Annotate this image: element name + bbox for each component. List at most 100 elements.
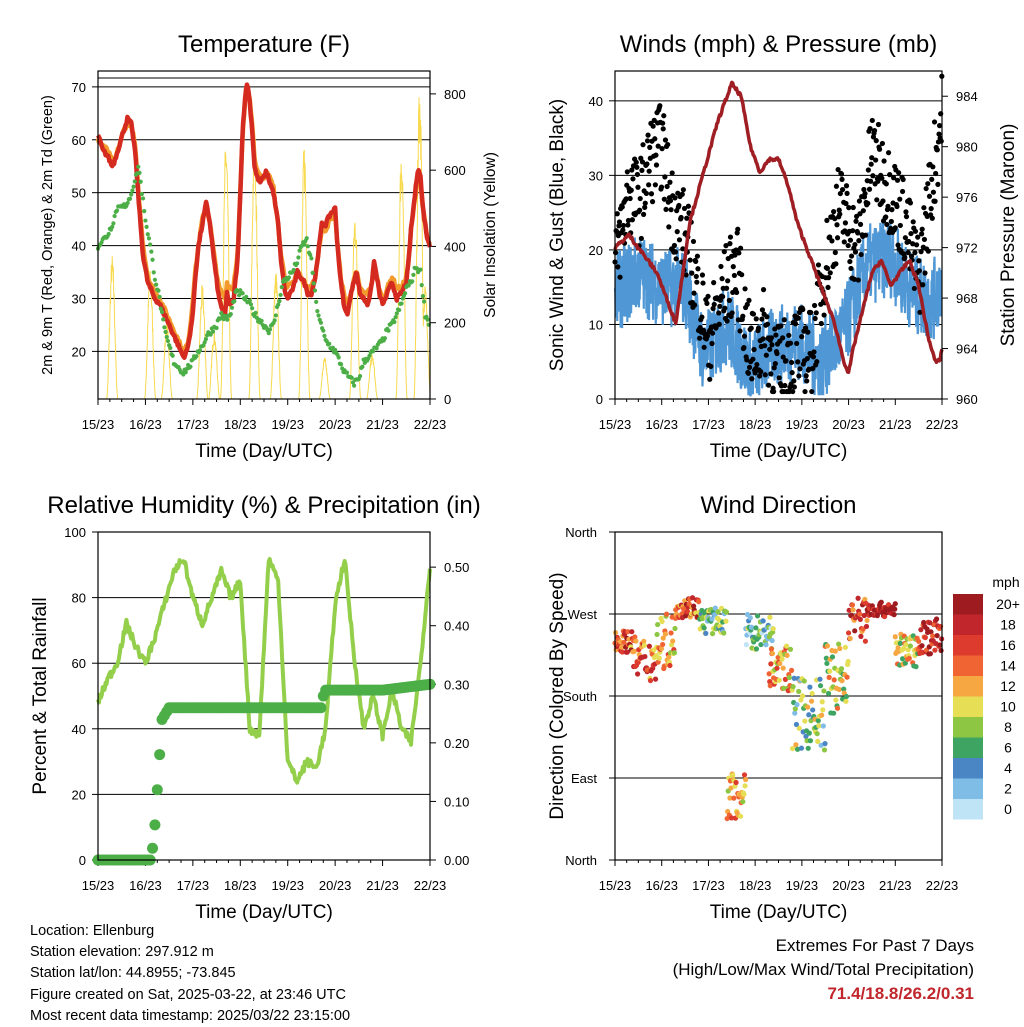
dewpoint-point — [161, 317, 166, 322]
direction-point — [769, 637, 775, 644]
direction-point — [748, 624, 755, 630]
direction-point — [787, 646, 794, 652]
gust-point — [660, 120, 666, 126]
gust-point — [843, 200, 849, 207]
y2-tick-label: 0.20 — [444, 736, 469, 751]
dewpoint-point — [225, 317, 230, 322]
gust-point — [776, 375, 782, 381]
series-solar-insolation — [98, 97, 431, 400]
dewpoint-point — [360, 364, 365, 369]
gust-point — [634, 164, 640, 170]
gust-point — [782, 382, 788, 389]
dewpoint-point — [403, 291, 408, 296]
gust-point — [751, 346, 757, 353]
dewpoint-point — [164, 334, 169, 340]
dewpoint-point — [106, 231, 111, 237]
gust-point — [717, 303, 723, 309]
direction-point — [819, 712, 825, 718]
gust-point — [661, 196, 667, 202]
direction-point — [625, 629, 631, 635]
direction-point — [768, 661, 774, 667]
direction-point — [796, 688, 802, 695]
gust-point — [803, 373, 809, 379]
gust-point — [757, 373, 763, 379]
gust-point — [693, 258, 699, 264]
y-axis-label: 2m & 9m T (Red, Orange) & 2m Td (Green) — [40, 95, 56, 375]
direction-point — [781, 685, 787, 691]
dewpoint-point — [144, 224, 149, 229]
colorbar-swatch — [953, 655, 983, 676]
gust-point — [709, 330, 716, 336]
gust-point — [810, 354, 817, 360]
direction-point — [727, 795, 733, 801]
dewpoint-point — [279, 284, 284, 290]
direction-point — [845, 658, 851, 665]
dewpoint-point — [232, 299, 237, 304]
direction-point — [800, 693, 806, 699]
gust-point — [846, 205, 852, 211]
direction-point — [901, 645, 907, 652]
gust-point — [938, 138, 944, 144]
gust-point — [659, 146, 665, 152]
gust-point — [668, 207, 674, 213]
dewpoint-point — [158, 306, 163, 311]
direction-point — [913, 664, 919, 670]
direction-point — [852, 628, 858, 634]
direction-point — [891, 612, 897, 618]
colorbar-swatch — [953, 614, 983, 635]
gust-point — [829, 238, 835, 244]
gust-point — [875, 121, 882, 128]
gust-point — [655, 143, 661, 149]
direction-point — [825, 690, 832, 697]
gust-point — [880, 198, 886, 204]
gust-point — [678, 214, 684, 221]
direction-point — [788, 667, 795, 673]
direction-point — [791, 675, 797, 681]
gust-point — [750, 311, 757, 317]
panel-4: Wind DirectionNorthEastSouthWestNorth15/… — [547, 492, 1020, 923]
y-tick-label: 60 — [72, 656, 86, 671]
direction-point — [906, 655, 912, 661]
x-tick-label: 15/23 — [82, 417, 115, 432]
precip-point — [149, 819, 161, 831]
direction-point — [885, 602, 892, 608]
gust-point — [768, 335, 774, 341]
dewpoint-point — [352, 383, 357, 388]
direction-point — [723, 609, 730, 615]
x-tick-label: 20/23 — [319, 417, 352, 432]
gust-point — [786, 332, 792, 338]
gust-point — [640, 142, 646, 148]
dewpoint-point — [139, 191, 144, 197]
direction-point — [766, 671, 772, 677]
dewpoint-point — [244, 294, 249, 299]
gust-point — [902, 254, 908, 260]
x-tick-label: 22/23 — [414, 878, 447, 893]
gust-point — [818, 320, 824, 327]
gust-point — [891, 175, 897, 181]
gust-point — [744, 301, 750, 308]
colorbar-label: 6 — [1004, 740, 1012, 756]
y2-tick-label: 0.10 — [444, 794, 469, 809]
x-tick-label: 16/23 — [645, 878, 678, 893]
direction-point — [934, 633, 940, 639]
dewpoint-point — [267, 327, 273, 332]
direction-point — [919, 643, 925, 649]
direction-point — [624, 649, 630, 655]
dewpoint-point — [148, 242, 153, 247]
direction-point — [715, 609, 721, 615]
direction-point — [820, 707, 826, 713]
dewpoint-point — [183, 370, 188, 375]
dewpoint-point — [152, 277, 158, 282]
gust-point — [637, 195, 643, 202]
gust-point — [933, 170, 939, 177]
direction-point — [822, 741, 828, 747]
gust-point — [617, 274, 623, 280]
gust-point — [836, 207, 842, 213]
dewpoint-point — [240, 291, 245, 296]
gust-point — [825, 284, 831, 291]
dewpoint-point — [229, 305, 235, 310]
direction-point — [927, 620, 933, 626]
gust-point — [873, 157, 879, 163]
direction-point — [802, 718, 808, 724]
dewpoint-point — [321, 328, 326, 333]
